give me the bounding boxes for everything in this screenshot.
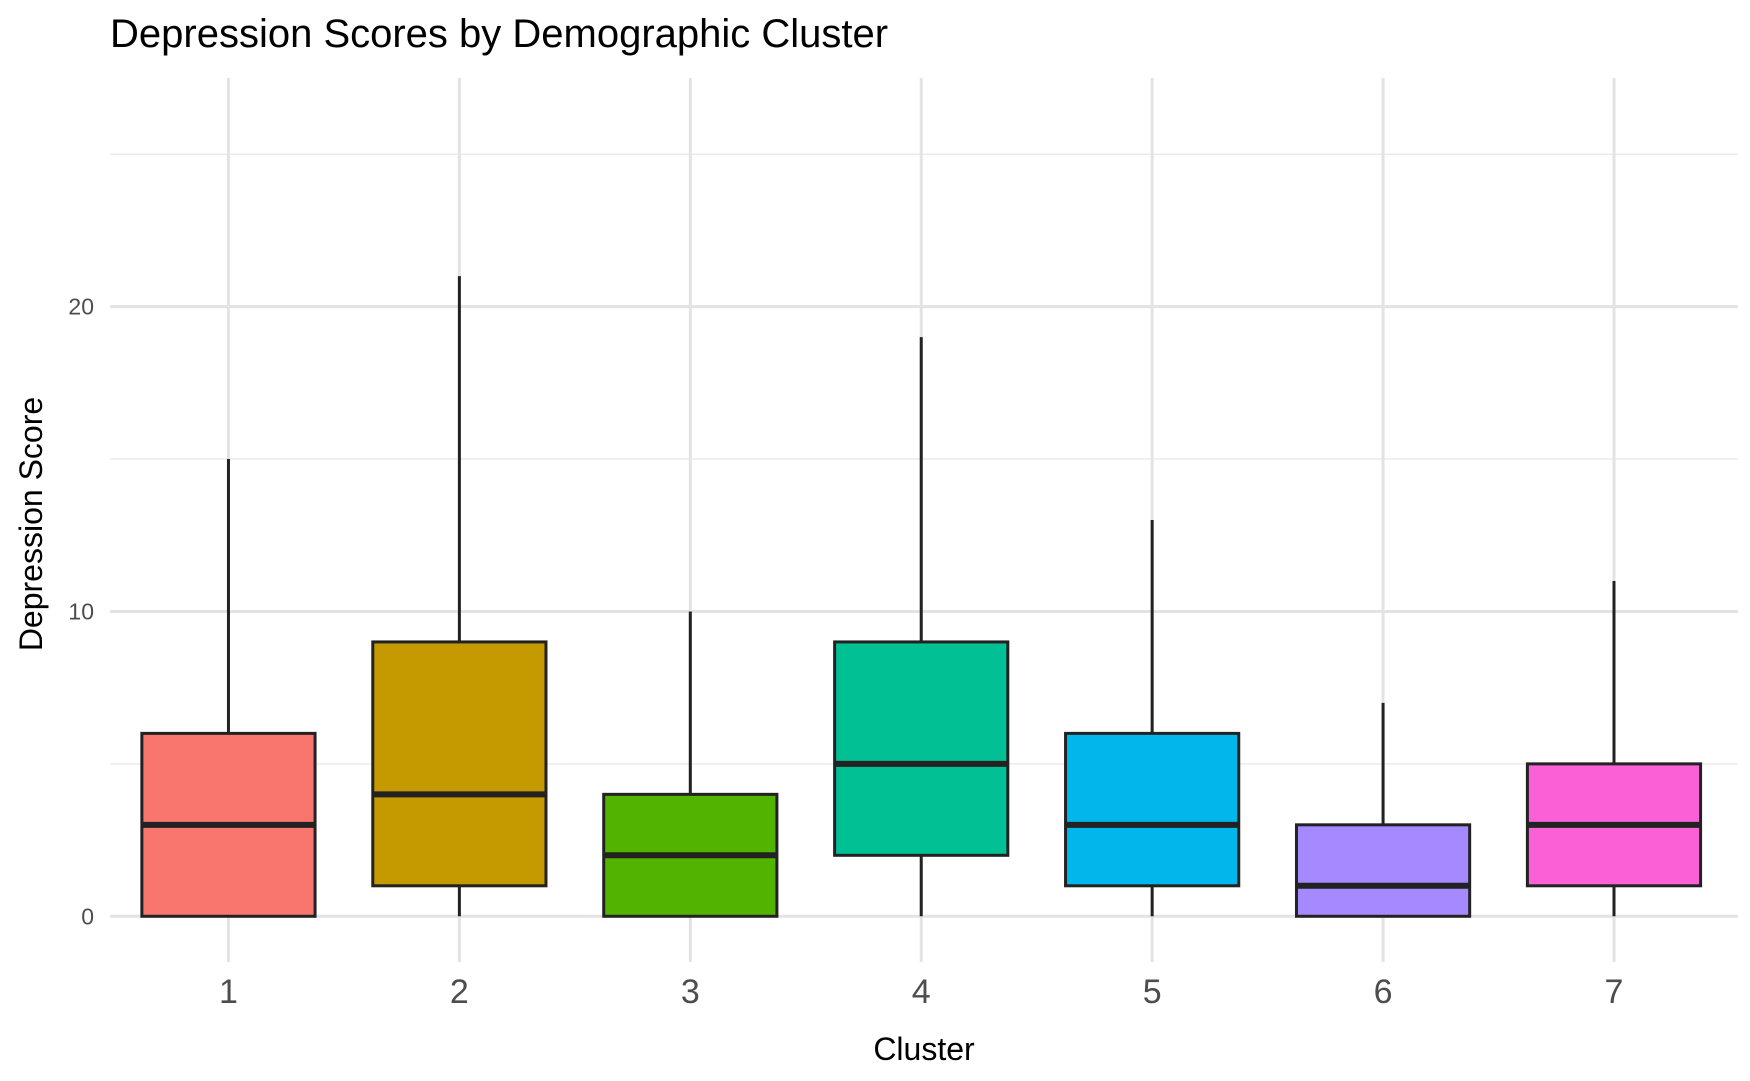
y-tick-label: 20 [68, 294, 94, 320]
axes: 0 10 20 1 2 3 4 5 6 7 [68, 294, 1623, 1011]
y-tick-label: 0 [81, 903, 94, 929]
x-tick-label: 6 [1374, 973, 1393, 1011]
box-iqr [1064, 731, 1241, 888]
x-tick-label: 4 [912, 973, 931, 1011]
x-axis-title: Cluster [873, 1031, 975, 1067]
box-cluster-5 [1064, 520, 1241, 917]
y-axis-title: Depression Score [13, 397, 49, 651]
x-tick-label: 5 [1143, 973, 1162, 1011]
box-cluster-3 [602, 611, 779, 918]
x-tick-label: 1 [219, 973, 238, 1011]
box-iqr [1294, 823, 1472, 918]
chart-title: Depression Scores by Demographic Cluster [110, 12, 889, 56]
box-cluster-7 [1525, 580, 1703, 917]
box-cluster-2 [371, 276, 548, 917]
box-iqr [371, 640, 548, 888]
box-iqr [833, 640, 1010, 857]
y-tick-label: 10 [68, 598, 94, 624]
box-cluster-6 [1294, 702, 1472, 918]
x-tick-label: 2 [450, 973, 469, 1011]
boxes [140, 276, 1703, 918]
box-cluster-1 [140, 459, 317, 918]
box-cluster-4 [833, 337, 1010, 917]
x-tick-label: 7 [1605, 973, 1624, 1011]
x-tick-label: 3 [681, 973, 700, 1011]
